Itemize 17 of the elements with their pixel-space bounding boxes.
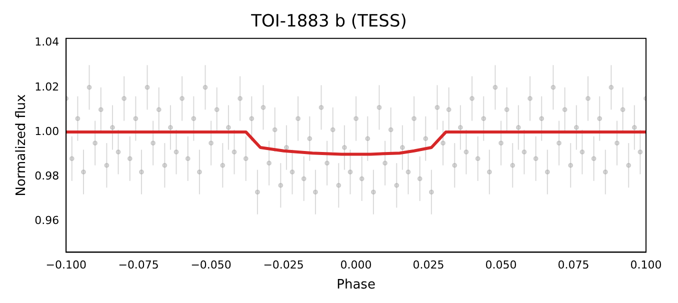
x-tick-label: −0.075 (118, 258, 159, 272)
x-axis-title: Phase (336, 278, 376, 293)
y-axis-title: Normalized flux (14, 94, 30, 196)
x-tick-label: −0.025 (263, 258, 304, 272)
x-tick-label: 0.075 (558, 258, 590, 272)
y-tick-label: 1.00 (34, 124, 60, 138)
x-tick-label: 0.050 (485, 258, 517, 272)
y-tick-label: 0.96 (34, 214, 60, 227)
x-tick-label: −0.050 (190, 258, 232, 272)
x-tick-label: −0.100 (46, 258, 86, 272)
y-tick-label: 1.04 (34, 36, 60, 49)
y-tick-label: 1.02 (34, 80, 60, 94)
chart-title: TOI-1883 b (TESS) (250, 12, 407, 32)
y-tick-label: 0.98 (34, 169, 60, 182)
x-tick-label: 0.025 (412, 258, 444, 272)
x-tick-label: 0.000 (340, 258, 372, 272)
x-tick-label: 0.100 (630, 258, 662, 272)
